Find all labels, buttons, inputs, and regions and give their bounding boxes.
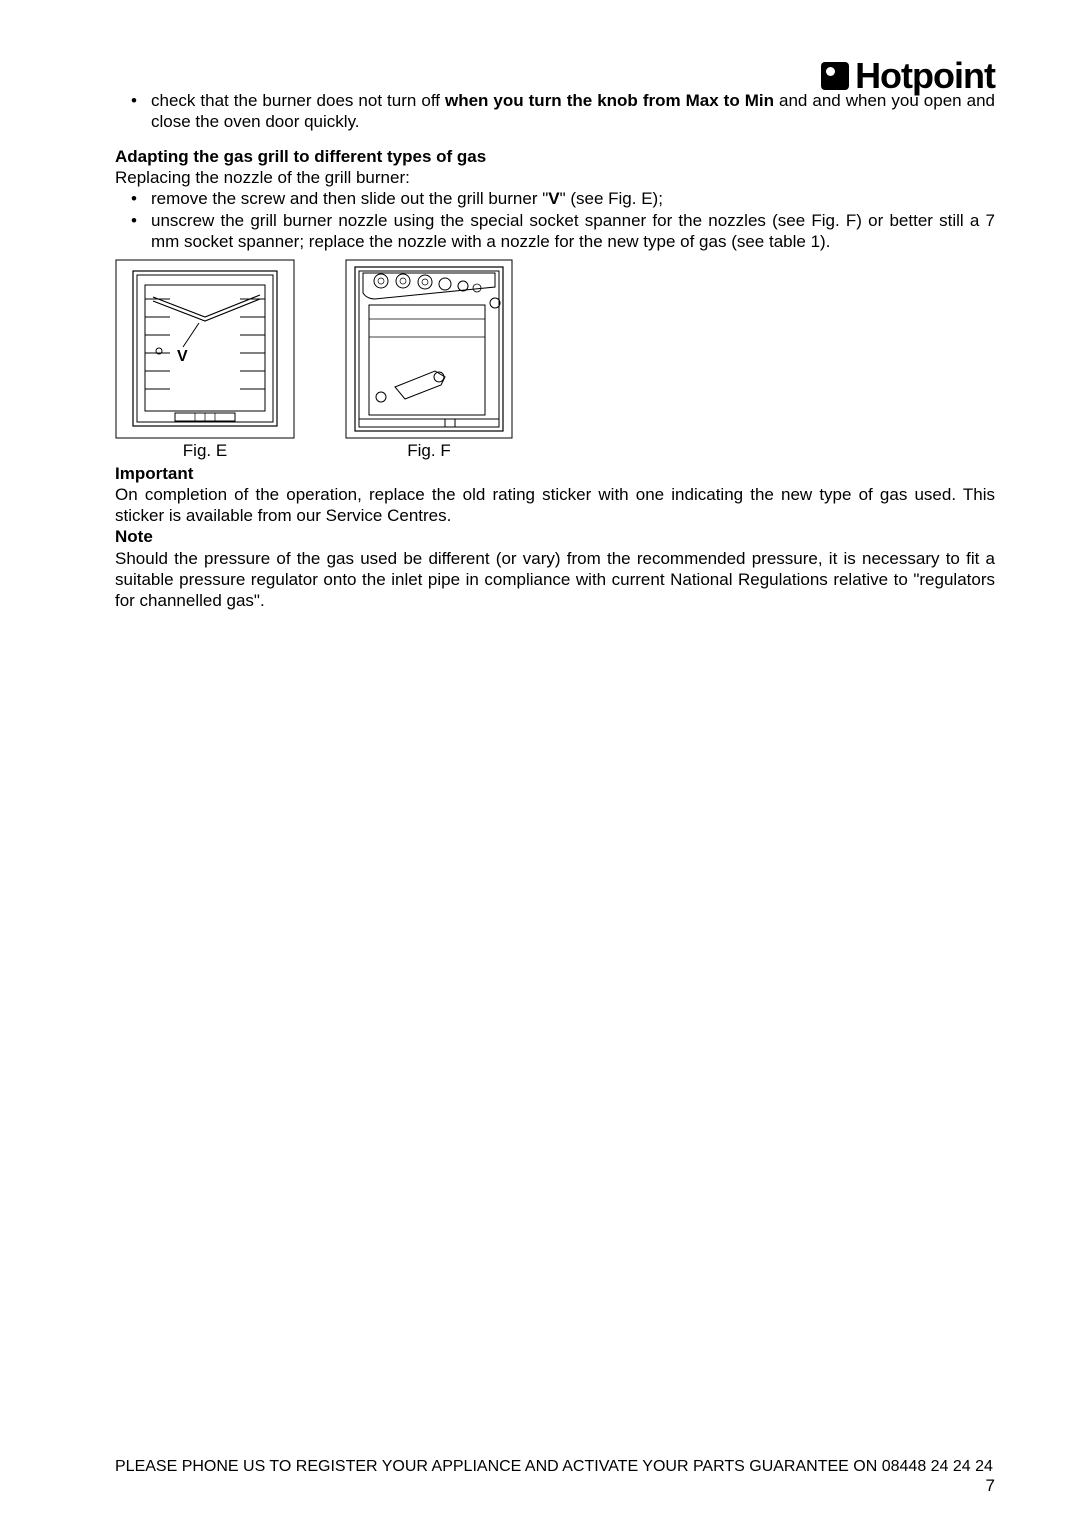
note-text: Should the pressure of the gas used be d… — [115, 548, 995, 612]
important-text: On completion of the operation, replace … — [115, 484, 995, 527]
heading-adapting-gas-grill: Adapting the gas grill to different type… — [115, 147, 995, 167]
page: Hotpoint check that the burner does not … — [0, 0, 1080, 1528]
figure-f-caption: Fig. F — [407, 441, 450, 461]
bullet-burner-check: check that the burner does not turn off … — [151, 90, 995, 133]
heading-note: Note — [115, 526, 995, 547]
footer-text: PLEASE PHONE US TO REGISTER YOUR APPLIAN… — [115, 1458, 995, 1476]
figure-e-caption: Fig. E — [183, 441, 227, 461]
heading-important: Important — [115, 463, 995, 484]
figure-f-svg — [345, 259, 513, 439]
figure-e-svg: V — [115, 259, 295, 439]
bullet2-pre: remove the screw and then slide out the … — [151, 189, 548, 208]
bullet2-post: " (see Fig. E); — [560, 189, 663, 208]
intro-bullets: check that the burner does not turn off … — [115, 90, 995, 133]
figure-e: V Fig. E — [115, 259, 295, 461]
figures-row: V Fig. E — [115, 259, 995, 461]
replacing-nozzle-intro: Replacing the nozzle of the grill burner… — [115, 167, 995, 188]
bullet-unscrew-nozzle: unscrew the grill burner nozzle using th… — [151, 210, 995, 253]
figure-e-label-v: V — [177, 348, 188, 365]
figure-f: Fig. F — [345, 259, 513, 461]
brand-logo-icon — [821, 62, 849, 90]
page-number: 7 — [986, 1476, 995, 1496]
bullet1-bold: when you turn the knob from Max to Min — [445, 91, 774, 110]
bullet-remove-screw: remove the screw and then slide out the … — [151, 188, 995, 209]
bullet1-pre: check that the burner does not turn off — [151, 91, 445, 110]
procedure-bullets: remove the screw and then slide out the … — [115, 188, 995, 253]
bullet2-bold: V — [548, 189, 559, 208]
